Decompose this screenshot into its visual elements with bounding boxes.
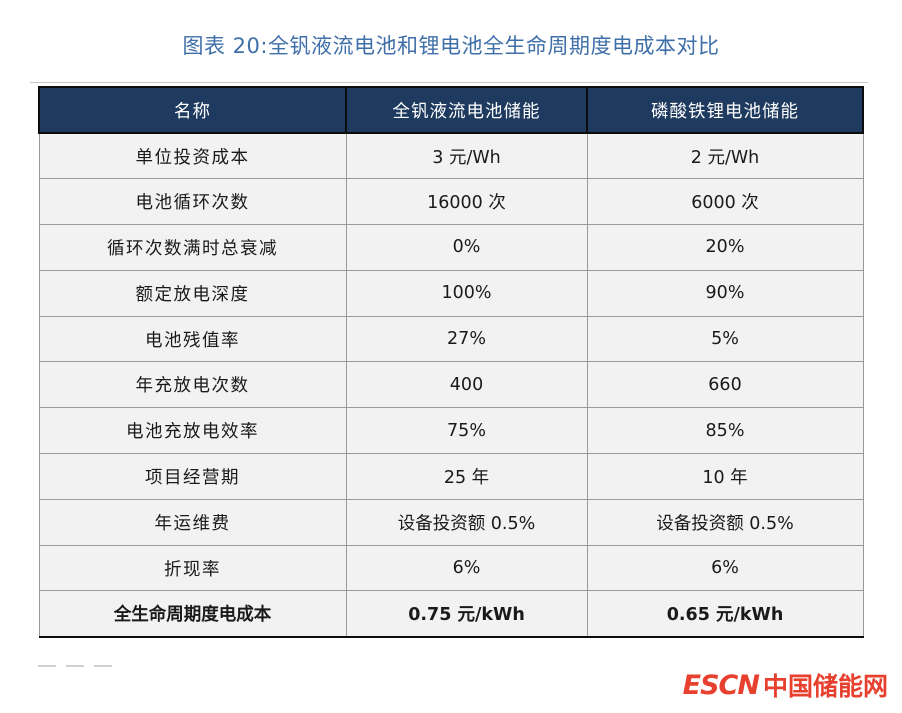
row-label: 循环次数满时总衰减 xyxy=(38,224,347,271)
lfp-value: 20% xyxy=(586,224,864,271)
lfp-value: 90% xyxy=(586,269,864,317)
table-row: 单位投资成本 3 元/Wh 2 元/Wh xyxy=(38,132,864,180)
table-row: 循环次数满时总衰减 0% 20% xyxy=(38,224,864,271)
source-note-faded xyxy=(38,652,238,667)
lfp-value: 设备投资额 0.5% xyxy=(586,498,864,546)
lfp-value: 2 元/Wh xyxy=(586,132,864,180)
figure-title: 图表 20:全钒液流电池和锂电池全生命周期度电成本对比 xyxy=(182,34,720,58)
table-row: 年充放电次数 400 660 xyxy=(38,361,864,409)
lfp-value: 6000 次 xyxy=(586,178,864,226)
vanadium-value: 75% xyxy=(345,407,588,455)
row-label: 年运维费 xyxy=(38,498,347,546)
comparison-table: 名称 全钒液流电池储能 磷酸铁锂电池储能 单位投资成本 3 元/Wh 2 元/W… xyxy=(38,86,864,638)
row-label: 电池残值率 xyxy=(38,315,347,363)
table-header-row: 名称 全钒液流电池储能 磷酸铁锂电池储能 xyxy=(38,86,864,134)
table-row: 电池充放电效率 75% 85% xyxy=(38,407,864,455)
table-row: 折现率 6% 6% xyxy=(38,544,864,592)
top-divider xyxy=(30,82,868,83)
vanadium-value: 6% xyxy=(345,544,588,592)
escn-logo: ESCN 中国储能网 xyxy=(683,668,888,702)
lfp-value: 10 年 xyxy=(586,453,864,500)
vanadium-value: 0.75 元/kWh xyxy=(345,590,588,638)
header-name: 名称 xyxy=(38,86,347,134)
row-label: 年充放电次数 xyxy=(38,361,347,409)
row-label: 全生命周期度电成本 xyxy=(38,590,347,638)
row-label: 电池循环次数 xyxy=(38,178,347,226)
lfp-value: 660 xyxy=(586,361,864,409)
row-label: 项目经营期 xyxy=(38,453,347,500)
table-row-total: 全生命周期度电成本 0.75 元/kWh 0.65 元/kWh xyxy=(38,590,864,638)
logo-name: 中国储能网 xyxy=(762,672,888,701)
header-vanadium: 全钒液流电池储能 xyxy=(345,86,588,134)
lfp-value: 85% xyxy=(586,407,864,455)
row-label: 折现率 xyxy=(38,544,347,592)
vanadium-value: 设备投资额 0.5% xyxy=(345,498,588,546)
table-row: 电池残值率 27% 5% xyxy=(38,315,864,363)
table-row: 项目经营期 25 年 10 年 xyxy=(38,453,864,500)
logo-brand: ESCN xyxy=(682,669,760,701)
lfp-value: 5% xyxy=(586,315,864,363)
table-row: 年运维费 设备投资额 0.5% 设备投资额 0.5% xyxy=(38,498,864,546)
row-label: 单位投资成本 xyxy=(38,132,347,180)
vanadium-value: 0% xyxy=(345,224,588,271)
vanadium-value: 100% xyxy=(345,269,588,317)
vanadium-value: 400 xyxy=(345,361,588,409)
row-label: 电池充放电效率 xyxy=(38,407,347,455)
vanadium-value: 3 元/Wh xyxy=(345,132,588,180)
vanadium-value: 27% xyxy=(345,315,588,363)
lfp-value: 0.65 元/kWh xyxy=(586,590,864,638)
vanadium-value: 25 年 xyxy=(345,453,588,500)
table-row: 电池循环次数 16000 次 6000 次 xyxy=(38,178,864,226)
lfp-value: 6% xyxy=(586,544,864,592)
table-row: 额定放电深度 100% 90% xyxy=(38,269,864,317)
vanadium-value: 16000 次 xyxy=(345,178,588,226)
header-lfp: 磷酸铁锂电池储能 xyxy=(586,86,864,134)
row-label: 额定放电深度 xyxy=(38,269,347,317)
